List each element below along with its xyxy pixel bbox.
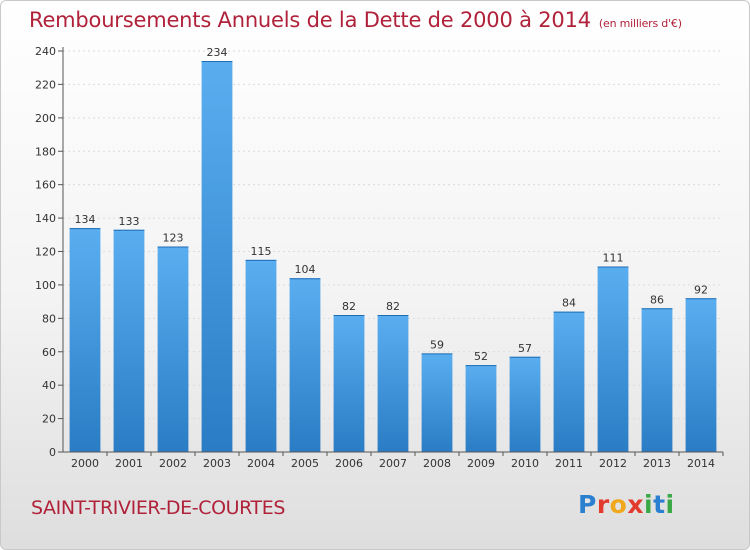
x-tick-label-2007: 2007 (379, 457, 407, 470)
logo-letter: i (665, 490, 675, 519)
y-tick-label: 180 (35, 145, 56, 158)
bar-2010 (509, 356, 541, 452)
y-tick-label: 80 (42, 312, 56, 325)
x-tick-label-2011: 2011 (555, 457, 583, 470)
logo-letter: o (609, 490, 628, 519)
x-axis: 2000 2001 2002 2003 2004 2005 2006 2007 2008 2009… (63, 451, 724, 470)
value-label-2010: 57 (518, 342, 532, 355)
x-tick-label-2005: 2005 (291, 457, 319, 470)
chart-subtitle: (en milliers d'€) (598, 17, 682, 30)
logo-letter: t (653, 490, 666, 519)
x-tick-label-2013: 2013 (643, 457, 671, 470)
value-label-2005: 104 (295, 263, 316, 276)
bar-2014 (685, 298, 717, 452)
bar-2004 (245, 259, 277, 452)
y-tick-label: 0 (49, 446, 56, 459)
y-tick-label: 140 (35, 212, 56, 225)
bar-2012 (597, 266, 629, 452)
y-tick-label: 100 (35, 279, 56, 292)
bar-2000 (69, 228, 101, 452)
y-tick-label: 200 (35, 112, 56, 125)
bar-2002 (157, 246, 189, 452)
chart-title-text: Remboursements Annuels de la Dette de 20… (29, 8, 591, 32)
x-tick-label-2009: 2009 (467, 457, 495, 470)
commune-name: SAINT-TRIVIER-DE-COURTES (31, 497, 286, 519)
x-tick-label-2014: 2014 (687, 457, 715, 470)
value-label-2004: 115 (251, 245, 272, 258)
bar-2011 (553, 311, 585, 452)
y-tick-label: 240 (35, 45, 56, 58)
value-label-2002: 123 (163, 231, 184, 244)
proxiti-logo: Proxiti (578, 490, 675, 519)
bar-2009 (465, 365, 497, 452)
bar-2006 (333, 314, 365, 452)
value-label-2009: 52 (474, 350, 488, 363)
bar-2005 (289, 278, 321, 452)
chart-title: Remboursements Annuels de la Dette de 20… (29, 8, 682, 32)
y-tick-label: 160 (35, 179, 56, 192)
x-tick-label-2010: 2010 (511, 457, 539, 470)
value-label-2003: 234 (207, 46, 228, 59)
x-tick-label-2012: 2012 (599, 457, 627, 470)
bars: 134 133 123 234 115 104 82 82 59 52 57 84 111 86 92 (69, 46, 717, 453)
value-label-2013: 86 (650, 293, 664, 306)
value-label-2000: 134 (75, 213, 96, 226)
value-label-2008: 59 (430, 338, 444, 351)
logo-letter: P (578, 490, 597, 519)
bar-2008 (421, 353, 453, 452)
y-tick-label: 60 (42, 346, 56, 359)
y-tick-label: 20 (42, 413, 56, 426)
value-label-2007: 82 (386, 300, 400, 313)
x-tick-label-2000: 2000 (71, 457, 99, 470)
x-tick-label-2008: 2008 (423, 457, 451, 470)
value-label-2014: 92 (694, 283, 708, 296)
x-tick-label-2006: 2006 (335, 457, 363, 470)
y-tick-label: 220 (35, 78, 56, 91)
bar-2003 (201, 61, 233, 453)
x-tick-label-2001: 2001 (115, 457, 143, 470)
value-label-2006: 82 (342, 300, 356, 313)
value-label-2011: 84 (562, 297, 576, 310)
bar-2007 (377, 314, 409, 452)
x-tick-label-2003: 2003 (203, 457, 231, 470)
x-tick-label-2002: 2002 (159, 457, 187, 470)
logo-letter: i (644, 490, 654, 519)
bar-2013 (641, 308, 673, 452)
bar-2001 (113, 229, 145, 452)
y-tick-label: 120 (35, 246, 56, 259)
logo-letter: x (627, 490, 644, 519)
x-tick-label-2004: 2004 (247, 457, 275, 470)
value-label-2012: 111 (603, 252, 624, 265)
y-axis: 0 20 40 60 80 100 120 140 160 180 200 220 240 (35, 45, 64, 459)
y-tick-label: 40 (42, 379, 56, 392)
value-label-2001: 133 (119, 215, 140, 228)
logo-letter: r (596, 490, 610, 519)
